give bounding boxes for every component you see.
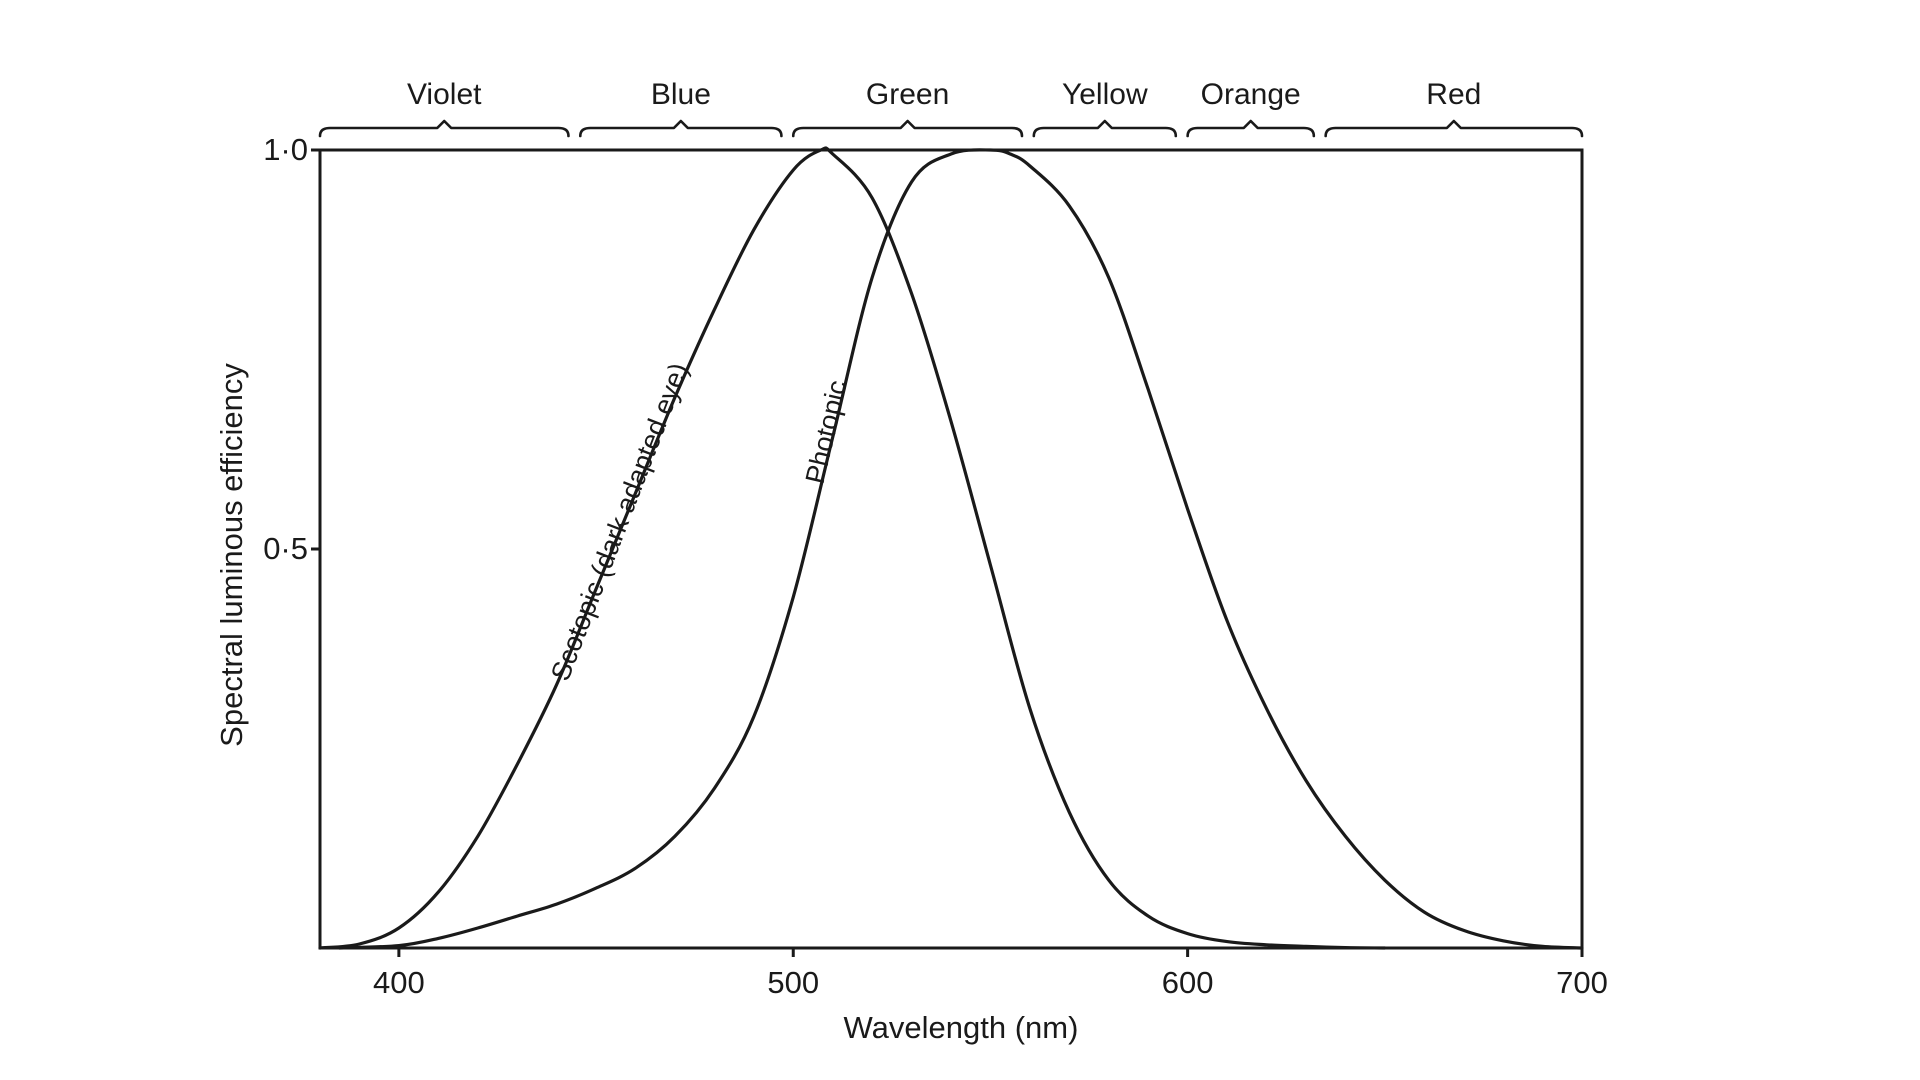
color-band-label: Orange (1201, 78, 1301, 111)
color-band-brace (578, 119, 783, 138)
x-tick-label: 500 (767, 965, 819, 1000)
color-band-label: Blue (651, 78, 711, 111)
plot-frame (318, 148, 1584, 950)
color-band-label: Green (866, 78, 949, 111)
color-band-brace (1032, 119, 1178, 138)
x-tick-label: 700 (1556, 965, 1608, 1000)
color-band-brace (1324, 119, 1584, 138)
color-band-brace (1186, 119, 1316, 138)
color-band-label: Yellow (1062, 78, 1148, 111)
x-axis-label: Wavelength (nm) (844, 1010, 1079, 1045)
color-band-brace (318, 119, 570, 138)
scotopic-curve (318, 146, 1387, 950)
scotopic-curve-label: Scotopic (dark adapted eye) (545, 359, 694, 685)
y-axis-label: Spectral luminous efficiency (214, 363, 249, 747)
x-tick-label: 600 (1162, 965, 1214, 1000)
photopic-curve-label: Photopic (800, 377, 853, 486)
color-band-layer: Violet Blue Green Yellow Orange Red (318, 78, 1584, 138)
y-tick-label: 1·0 (263, 132, 308, 167)
curves-layer: Scotopic (dark adapted eye) Photopic (318, 146, 1584, 950)
photopic-curve (338, 148, 1584, 950)
x-tick-label: 400 (373, 965, 425, 1000)
axis-ticks-layer: 0·5 1·0 400 500 600 700 (263, 132, 1608, 1000)
color-band-label: Violet (407, 78, 482, 111)
color-band-brace (791, 119, 1024, 138)
y-tick-label: 0·5 (263, 531, 308, 566)
color-band-label: Red (1426, 78, 1481, 111)
